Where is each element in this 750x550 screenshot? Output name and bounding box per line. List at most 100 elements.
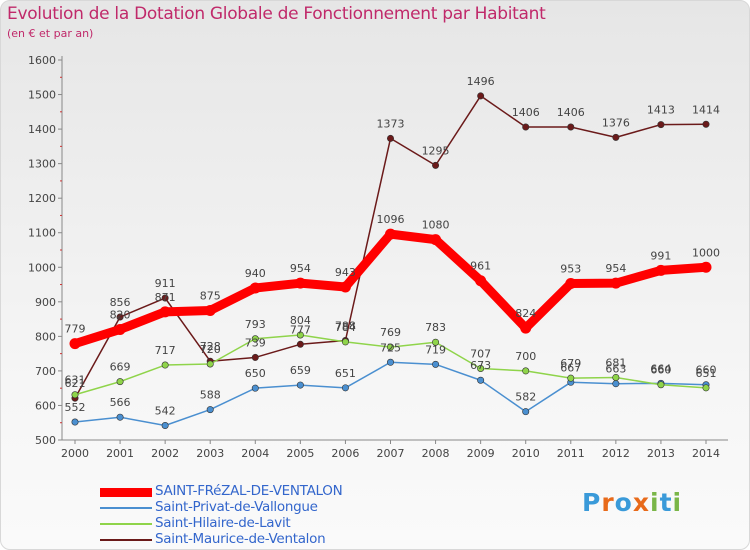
x-tick-label: 2001 [106,447,134,460]
y-tick-label: 700 [35,365,56,378]
data-label: 793 [245,318,266,331]
data-point [702,384,710,392]
data-label: 739 [245,336,266,349]
x-tick-label: 2003 [196,447,224,460]
data-label: 1000 [692,246,720,259]
logo-letter: x [632,488,650,517]
data-label: 663 [605,363,626,376]
data-point [251,353,259,361]
data-label: 777 [290,323,311,336]
data-label: 961 [470,260,491,273]
x-tick-label: 2009 [467,447,495,460]
data-point [655,264,667,276]
data-label: 650 [245,367,266,380]
data-label: 566 [110,396,131,409]
data-point [116,413,124,421]
data-label: 940 [245,267,266,280]
data-label: 953 [560,263,581,276]
data-label: 542 [155,404,176,417]
legend-swatch [100,507,152,509]
data-point [432,338,440,346]
y-tick-label: 1400 [28,123,56,136]
logo-letter: r [601,488,615,517]
data-point [116,313,124,321]
data-point [386,343,394,351]
legend-item-saint-hilaire: Saint-Hilaire-de-Lavit [100,515,420,533]
data-label: 700 [515,350,536,363]
data-point [477,364,485,372]
data-label: 660 [696,364,717,377]
data-label: 779 [65,323,86,336]
logo-letter: P [582,488,602,517]
data-label: 659 [290,364,311,377]
data-point [612,380,620,388]
data-point [385,228,396,240]
data-label: 954 [290,262,311,275]
x-tick-label: 2011 [557,447,585,460]
x-tick-label: 2004 [241,447,269,460]
legend-item-saint-maurice: Saint-Maurice-de-Ventalon [100,531,420,549]
legend-label: Saint-Privat-de-Vallongue [155,499,318,515]
y-tick-label: 1600 [28,54,56,67]
data-label: 720 [200,343,221,356]
logo-letter: t [659,488,673,517]
data-point [522,367,530,375]
data-point [339,281,351,293]
data-point [520,322,532,334]
data-point [251,384,259,392]
legend-swatch [100,523,152,525]
y-tick-label: 1200 [28,192,56,205]
data-label: 631 [65,374,86,387]
data-label: 673 [470,359,491,372]
logo-letter: i [672,488,683,517]
x-tick-label: 2014 [692,447,720,460]
data-point [341,338,349,346]
data-point [477,376,485,384]
y-tick-label: 1500 [28,89,56,102]
y-tick-label: 600 [35,399,56,412]
data-label: 769 [380,326,401,339]
data-point [565,278,577,290]
legend-swatch [100,539,152,541]
data-point [657,121,665,129]
data-point [657,381,665,389]
data-label: 824 [515,307,536,320]
data-label: 667 [560,361,581,374]
chart-title: Evolution de la Dotation Globale de Fonc… [7,4,546,24]
data-point [567,123,575,131]
data-point [296,331,304,339]
data-point [206,406,214,414]
data-label: 728 [200,340,221,353]
y-tick-label: 500 [35,434,56,447]
x-tick-label: 2012 [602,447,630,460]
data-label: 664 [650,362,671,375]
data-label: 651 [696,367,717,380]
y-tick-label: 1000 [28,261,56,274]
data-point [430,234,442,246]
data-point [386,134,394,142]
x-tick-label: 2006 [331,447,359,460]
data-label: 1295 [422,144,450,157]
data-point [71,391,79,399]
x-tick-label: 2000 [61,447,89,460]
data-label: 552 [65,401,86,414]
chart-subtitle: (en € et par an) [7,27,94,40]
logo-letter: o [614,488,633,517]
legend-label: SAINT-FRéZAL-DE-VENTALON [155,483,343,499]
data-point [249,282,261,294]
data-label: 784 [335,321,356,334]
data-point [477,92,485,100]
data-label: 1373 [377,117,405,130]
legend-item-saint-frezal: SAINT-FRéZAL-DE-VENTALON [100,483,420,501]
x-tick-label: 2007 [377,447,405,460]
data-point [522,123,530,131]
data-label: 1376 [602,116,630,129]
data-label: 954 [605,262,626,275]
data-label: 621 [65,377,86,390]
data-point [71,418,79,426]
data-point [296,381,304,389]
data-point [612,373,620,381]
x-tick-label: 2002 [151,447,179,460]
legend-label: Saint-Hilaire-de-Lavit [155,515,291,531]
